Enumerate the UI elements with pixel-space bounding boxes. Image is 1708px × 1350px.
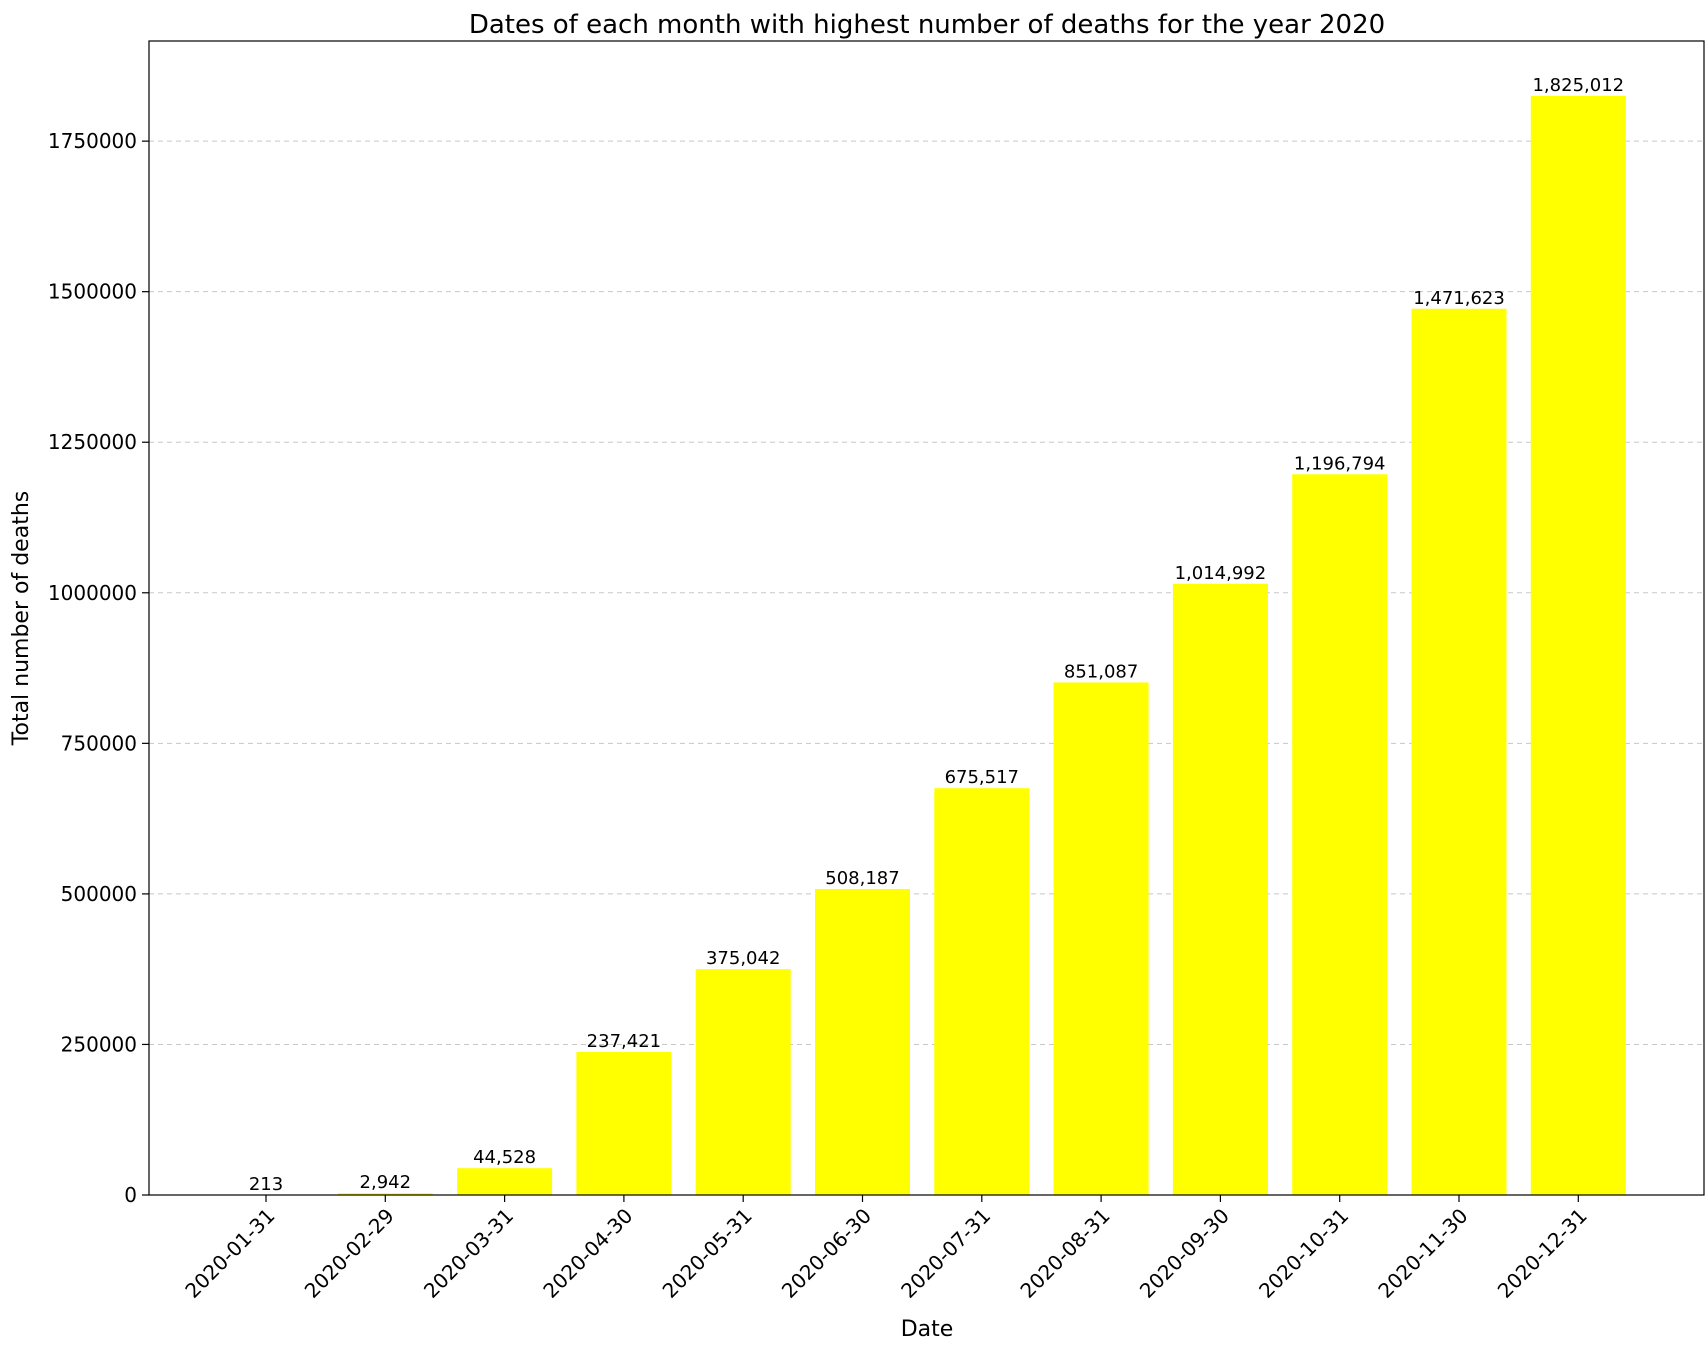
x-tick-label: 2020-01-31: [180, 1204, 279, 1303]
bar-value-label: 508,187: [825, 868, 899, 889]
bar-value-label: 1,471,623: [1413, 288, 1505, 309]
y-tick-label: 1000000: [48, 581, 137, 605]
x-tick-label: 2020-03-31: [419, 1204, 518, 1303]
bar-value-label: 851,087: [1064, 661, 1138, 682]
x-tick-label: 2020-08-31: [1015, 1204, 1114, 1303]
bar-value-label: 1,825,012: [1532, 75, 1624, 96]
bar: [1292, 474, 1388, 1195]
bar: [1411, 308, 1507, 1196]
y-tick-label: 1250000: [48, 430, 137, 454]
y-tick-label: 1500000: [48, 280, 137, 304]
bar-value-label: 1,196,794: [1294, 453, 1386, 474]
bar-value-label: 2,942: [360, 1172, 412, 1193]
x-tick-label: 2020-11-30: [1373, 1204, 1472, 1303]
bar: [1172, 583, 1268, 1195]
bar: [1053, 682, 1149, 1195]
y-tick-label: 1750000: [48, 129, 137, 153]
bar: [457, 1168, 553, 1195]
bar: [815, 888, 910, 1195]
x-tick-label: 2020-12-31: [1493, 1204, 1592, 1303]
x-tick-label: 2020-09-30: [1135, 1204, 1234, 1303]
y-tick-label: 750000: [61, 731, 137, 755]
x-tick-label: 2020-10-31: [1254, 1204, 1353, 1303]
x-tick-label: 2020-04-30: [538, 1204, 637, 1303]
x-tick-label: 2020-07-31: [896, 1204, 995, 1303]
bar: [934, 788, 1030, 1195]
x-tick-label: 2020-06-30: [777, 1204, 876, 1303]
y-axis-label: Total number of deaths: [9, 491, 34, 746]
chart-title: Dates of each month with highest number …: [469, 10, 1385, 40]
y-tick-label: 500000: [61, 882, 137, 906]
bar-value-label: 675,517: [945, 767, 1019, 788]
bar: [695, 969, 791, 1195]
bar: [1530, 95, 1626, 1195]
bar-value-label: 213: [249, 1174, 283, 1195]
bar-value-label: 44,528: [473, 1147, 536, 1168]
x-tick-label: 2020-05-31: [658, 1204, 757, 1303]
y-tick-label: 250000: [61, 1032, 137, 1056]
x-axis-ticks: 2020-01-31 2020-02-29 2020-03-31 2020-04-30…: [180, 1195, 1592, 1303]
bar-value-label: 375,042: [706, 948, 780, 969]
bar: [576, 1052, 672, 1195]
bars: [218, 95, 1626, 1196]
y-tick-label: 0: [124, 1183, 137, 1207]
data-labels: 213 2,942 44,528 237,421 375,042 508,187 675,5…: [249, 75, 1624, 1195]
bar: [337, 1193, 433, 1195]
x-tick-label: 2020-02-29: [300, 1204, 399, 1303]
plot-frame: [148, 40, 1705, 1196]
x-axis-label: Date: [901, 1317, 954, 1342]
bar-value-label: 1,014,992: [1175, 563, 1267, 584]
y-axis-ticks: 0 250000 500000 750000 1000000 1250000 1500000…: [48, 129, 149, 1207]
bar-value-label: 237,421: [587, 1031, 661, 1052]
grid-lines: [149, 140, 1704, 1045]
